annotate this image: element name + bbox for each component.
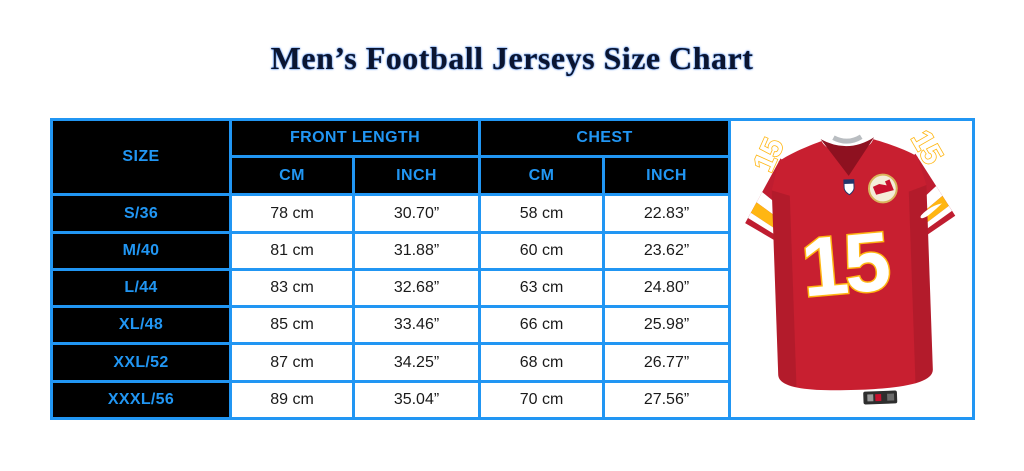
table-row: S/36 78 cm 30.70” 58 cm 22.83” <box>50 193 974 234</box>
chest-number: 15 <box>797 214 891 314</box>
jersey-photo: 15 15 15 <box>731 121 972 417</box>
chest-cm-value: 60 cm <box>478 230 605 271</box>
size-chart-panel: SIZE FRONT LENGTH CHEST <box>50 117 976 421</box>
table-row: XL/48 85 cm 33.46” 66 cm 25.98” <box>50 305 974 346</box>
size-label: S/36 <box>50 193 232 234</box>
jock-tag <box>862 390 897 405</box>
chest-inch-value: 22.83” <box>601 193 732 234</box>
left-mesh-panel <box>771 190 797 388</box>
front-length-cm-value: 83 cm <box>229 267 355 309</box>
collar-back-strip <box>831 134 863 144</box>
chest-cm-value: 63 cm <box>478 267 605 309</box>
chest-cm-value: 58 cm <box>478 193 605 234</box>
front-length-inch-value: 33.46” <box>352 305 481 346</box>
chest-cm-value: 66 cm <box>478 305 605 346</box>
chest-cm-value: 68 cm <box>478 342 605 383</box>
size-chart-table: SIZE FRONT LENGTH CHEST <box>50 117 976 421</box>
nfl-shield-logo <box>842 179 855 196</box>
size-label: M/40 <box>50 230 232 271</box>
front-length-cm-value: 85 cm <box>229 305 355 346</box>
front-length-inch-value: 31.88” <box>352 230 481 271</box>
table-row: M/40 81 cm 31.88” 60 cm 23.62” <box>50 230 974 271</box>
front-length-cm-value: 81 cm <box>229 230 355 271</box>
size-column-header: SIZE <box>50 117 232 197</box>
chest-cm-header: CM <box>478 155 605 197</box>
front-length-header: FRONT LENGTH <box>229 117 481 159</box>
size-label: L/44 <box>50 267 232 309</box>
size-label: XXL/52 <box>50 342 232 383</box>
front-length-inch-value: 35.04” <box>352 379 481 421</box>
right-mesh-panel <box>908 185 933 383</box>
front-length-cm-value: 87 cm <box>229 342 355 383</box>
front-length-cm-value: 89 cm <box>229 379 355 421</box>
table-row: XXL/52 87 cm 34.25” 68 cm 26.77” <box>50 342 974 383</box>
chest-inch-value: 26.77” <box>601 342 732 383</box>
table-row: XXXL/56 89 cm 35.04” 70 cm 27.56” <box>50 379 974 421</box>
team-patch-logo <box>867 173 898 204</box>
v-neck-collar <box>820 137 874 176</box>
jersey-image-cell: 15 15 15 <box>728 118 976 420</box>
chest-inch-header: INCH <box>601 155 732 197</box>
front-length-cm-value: 78 cm <box>229 193 355 234</box>
size-label: XXXL/56 <box>50 379 232 421</box>
chest-inch-value: 25.98” <box>601 305 732 346</box>
chest-inch-value: 23.62” <box>601 230 732 271</box>
size-label: XL/48 <box>50 305 232 346</box>
jersey-illustration: 15 15 15 <box>744 124 955 405</box>
front-length-inch-header: INCH <box>352 155 481 197</box>
front-length-inch-value: 30.70” <box>352 193 481 234</box>
chest-cm-value: 70 cm <box>478 379 605 421</box>
front-length-inch-value: 32.68” <box>352 267 481 309</box>
chest-header: CHEST <box>477 117 732 159</box>
jersey-body <box>771 139 933 391</box>
chest-inch-value: 27.56” <box>601 379 732 421</box>
front-length-inch-value: 34.25” <box>352 342 481 383</box>
table-row: L/44 83 cm 32.68” 63 cm 24.80” <box>50 267 974 309</box>
swoosh-icon <box>920 203 942 219</box>
chest-inch-value: 24.80” <box>601 267 732 309</box>
front-length-cm-header: CM <box>229 155 355 197</box>
page-title: Men’s Football Jerseys Size Chart <box>270 40 754 76</box>
